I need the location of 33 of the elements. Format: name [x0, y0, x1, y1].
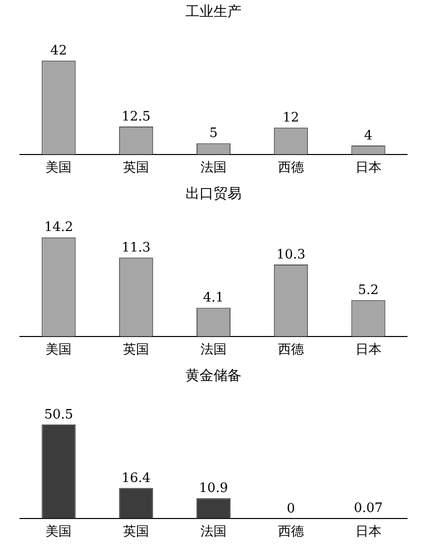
data-label: 42 — [50, 44, 67, 59]
data-label: 14.2 — [44, 220, 74, 236]
data-label: 10.9 — [199, 481, 228, 496]
x-tick-label: 西德 — [278, 342, 304, 358]
x-tick-label: 西德 — [278, 160, 304, 176]
x-tick-label: 日本 — [355, 342, 382, 358]
data-label: 0.07 — [354, 501, 383, 516]
data-label: 5 — [209, 126, 218, 142]
x-tick-label: 日本 — [355, 524, 382, 540]
data-label: 16.4 — [122, 470, 151, 486]
x-tick-label: 英国 — [123, 160, 150, 176]
x-tick-label: 美国 — [46, 342, 72, 358]
x-tick-label: 日本 — [355, 160, 382, 176]
data-label: 11.3 — [122, 240, 151, 256]
x-tick-label: 英国 — [123, 524, 150, 540]
data-label: 10.3 — [276, 247, 306, 262]
x-tick-label: 法国 — [200, 160, 226, 176]
x-tick-label: 西德 — [278, 524, 304, 540]
x-tick-label: 法国 — [200, 342, 226, 358]
x-tick-label: 美国 — [46, 524, 72, 540]
data-label: 0 — [286, 501, 296, 516]
data-label: 50.5 — [44, 407, 74, 422]
data-label: 12 — [282, 110, 300, 126]
chart-title: 出口贸易 — [186, 186, 242, 202]
data-label: 4.1 — [203, 290, 224, 306]
data-label: 4 — [364, 128, 372, 144]
x-tick-label: 英国 — [123, 342, 150, 358]
x-tick-label: 美国 — [46, 160, 72, 176]
chart-title: 黄金储备 — [186, 368, 242, 384]
chart-title: 工业生产 — [186, 4, 242, 20]
x-tick-label: 法国 — [200, 524, 226, 540]
data-label: 12.5 — [122, 109, 151, 124]
data-label: 5.2 — [358, 283, 379, 298]
